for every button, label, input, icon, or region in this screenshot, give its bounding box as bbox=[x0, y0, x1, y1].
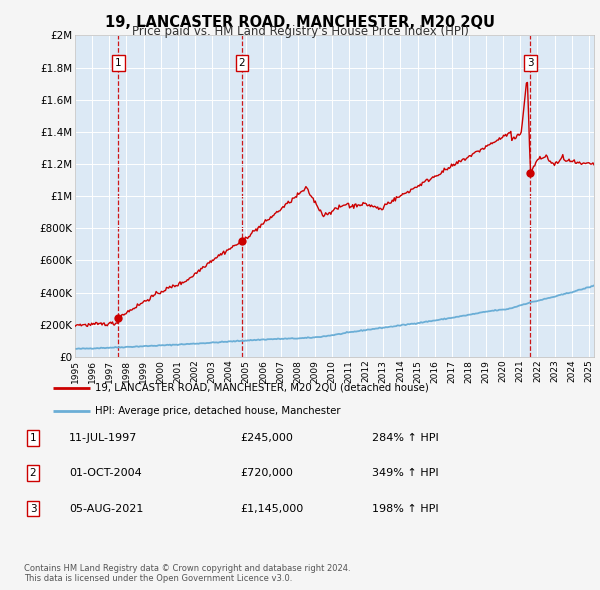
Text: 284% ↑ HPI: 284% ↑ HPI bbox=[372, 434, 439, 443]
Text: £245,000: £245,000 bbox=[240, 434, 293, 443]
Text: 198% ↑ HPI: 198% ↑ HPI bbox=[372, 504, 439, 513]
Text: 3: 3 bbox=[29, 504, 37, 513]
Text: Price paid vs. HM Land Registry's House Price Index (HPI): Price paid vs. HM Land Registry's House … bbox=[131, 25, 469, 38]
Text: 05-AUG-2021: 05-AUG-2021 bbox=[69, 504, 143, 513]
Text: 19, LANCASTER ROAD, MANCHESTER, M20 2QU (detached house): 19, LANCASTER ROAD, MANCHESTER, M20 2QU … bbox=[95, 382, 428, 392]
Text: 11-JUL-1997: 11-JUL-1997 bbox=[69, 434, 137, 443]
Text: 3: 3 bbox=[527, 58, 534, 68]
Text: Contains HM Land Registry data © Crown copyright and database right 2024.
This d: Contains HM Land Registry data © Crown c… bbox=[24, 563, 350, 583]
Text: 01-OCT-2004: 01-OCT-2004 bbox=[69, 468, 142, 478]
Text: 2: 2 bbox=[239, 58, 245, 68]
Text: HPI: Average price, detached house, Manchester: HPI: Average price, detached house, Manc… bbox=[95, 406, 340, 416]
Text: 349% ↑ HPI: 349% ↑ HPI bbox=[372, 468, 439, 478]
Text: 2: 2 bbox=[29, 468, 37, 478]
Text: £720,000: £720,000 bbox=[240, 468, 293, 478]
Text: 1: 1 bbox=[29, 434, 37, 443]
Text: £1,145,000: £1,145,000 bbox=[240, 504, 303, 513]
Text: 19, LANCASTER ROAD, MANCHESTER, M20 2QU: 19, LANCASTER ROAD, MANCHESTER, M20 2QU bbox=[105, 15, 495, 30]
Text: 1: 1 bbox=[115, 58, 122, 68]
